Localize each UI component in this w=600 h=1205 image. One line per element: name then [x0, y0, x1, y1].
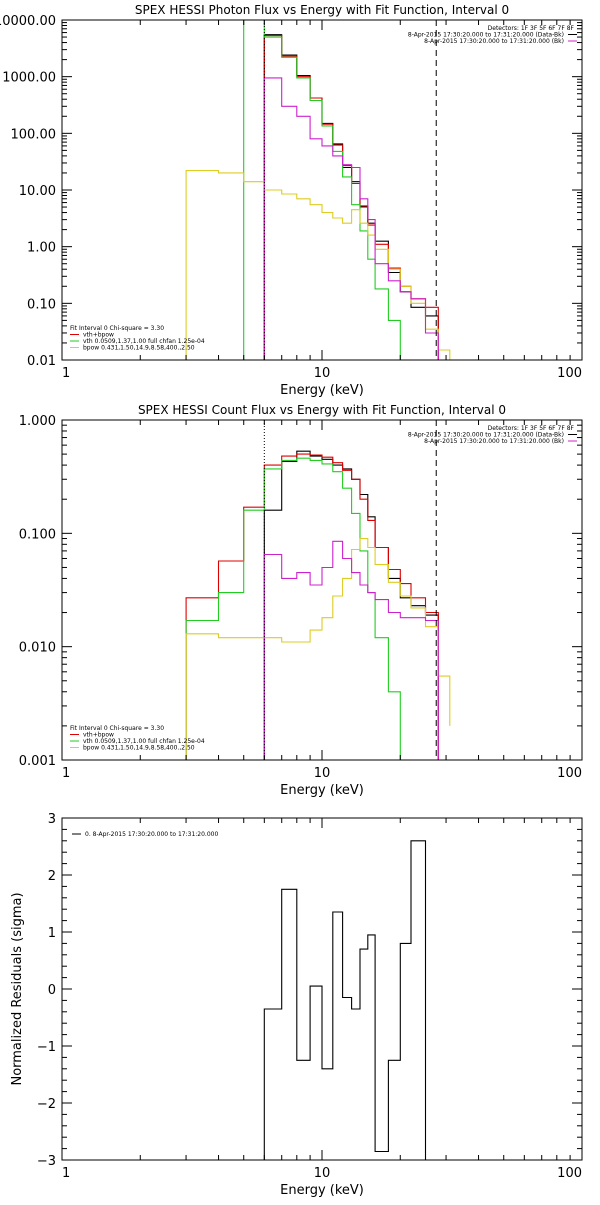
legend-entry: bpow 0.431,1.50,14.9,8.58,400.,2.50	[83, 745, 195, 752]
legend-entry: vth 0.0509,1.37,1.00 full chfan 1.25e-04	[83, 738, 205, 745]
y-tick-label: −1	[37, 1040, 56, 1055]
x-tick-label: 100	[557, 1166, 582, 1181]
legend-entry: vth+bpow	[83, 732, 114, 739]
y-tick-label: 0.01	[27, 354, 56, 369]
y-tick-label: 1000.00	[2, 71, 56, 86]
series-bk	[263, 77, 439, 360]
x-tick-label: 100	[557, 766, 582, 781]
x-tick-label: 10	[314, 366, 331, 381]
series-vth	[243, 20, 412, 360]
header-line: 8-Apr-2015 17:30:20.000 to 17:31:20.000 …	[424, 438, 564, 445]
y-tick-label: 2	[48, 869, 56, 884]
header-line: 8-Apr-2015 17:30:20.000 to 17:31:20.000 …	[408, 432, 564, 439]
chart-title: SPEX HESSI Count Flux vs Energy with Fit…	[138, 403, 506, 417]
y-tick-label: 1.00	[27, 241, 56, 256]
legend-entry: Fit Interval 0 Chi-square = 3.30	[70, 325, 164, 332]
x-tick-label: 10	[314, 1166, 331, 1181]
y-tick-label: 3	[48, 812, 56, 827]
y-tick-label: 0	[48, 983, 56, 998]
header-line: 8-Apr-2015 17:30:20.000 to 17:31:20.000 …	[424, 38, 564, 45]
y-tick-label: 10000.00	[0, 14, 56, 29]
x-tick-label: 10	[314, 766, 331, 781]
series-bk	[263, 540, 439, 760]
header-line: Detectors: 1F 3F 5F 6F 7F 8F	[488, 425, 575, 432]
x-tick-label: 100	[557, 366, 582, 381]
chart-panel-3: 1 10 100 −3 −2 −1 0 1 2 3 Energy (keV) Normalized R…	[10, 812, 583, 1198]
y-tick-label: 0.010	[19, 641, 56, 656]
legend-entry: vth+bpow	[83, 332, 114, 339]
plot-frame	[61, 19, 583, 361]
legend-entry: 0. 8-Apr-2015 17:30:20.000 to 17:31:20.0…	[85, 831, 218, 838]
y-tick-label: 0.10	[27, 297, 56, 312]
plot-area	[185, 420, 451, 760]
chart-panel-2: 1 10 100 0.001 0.010 0.100 1.000 SPEX HESSI Cou…	[19, 403, 583, 798]
y-tick-label: 0.100	[19, 527, 56, 542]
series-vth	[185, 457, 412, 760]
x-axis-label: Energy (keV)	[280, 783, 364, 798]
legend-entry: vth 0.0509,1.37,1.00 full chfan 1.25e-04	[83, 338, 205, 345]
legend-entry: Fit Interval 0 Chi-square = 3.30	[70, 725, 164, 732]
y-tick-label: −3	[37, 1154, 56, 1169]
chart-title: SPEX HESSI Photon Flux vs Energy with Fi…	[135, 3, 509, 17]
x-tick-label: 1	[62, 1166, 70, 1181]
y-tick-label: 1	[48, 926, 56, 941]
x-axis-label: Energy (keV)	[280, 1183, 364, 1198]
y-tick-label: 10.00	[19, 184, 56, 199]
chart-panel-1: 1 10 100 0.01 0.10 1.00 10.00 100.00 1000.00 1000…	[0, 3, 583, 398]
plot-area	[185, 20, 451, 360]
series-0-8-apr-2015-17-30-20-000-to-17-31-20-000	[263, 840, 439, 1160]
x-axis-label: Energy (keV)	[280, 383, 364, 398]
y-tick-label: 1.000	[19, 414, 56, 429]
x-tick-label: 1	[62, 766, 70, 781]
header-line: Detectors: 1F 3F 5F 6F 7F 8F	[488, 25, 575, 32]
plot-frame	[61, 419, 583, 761]
series-bpow	[185, 170, 451, 360]
y-axis-label: Normalized Residuals (sigma)	[10, 892, 25, 1085]
legend-entry: bpow 0.431,1.50,14.9,8.58,400.,2.50	[83, 345, 195, 352]
y-tick-label: 100.00	[11, 127, 57, 142]
y-tick-label: −2	[37, 1097, 56, 1112]
plot-area	[263, 840, 439, 1160]
y-tick-label: 0.001	[19, 754, 56, 769]
series-bpow	[185, 537, 451, 760]
header-line: 8-Apr-2015 17:30:20.000 to 17:31:20.000 …	[408, 32, 564, 39]
x-tick-label: 1	[62, 366, 70, 381]
